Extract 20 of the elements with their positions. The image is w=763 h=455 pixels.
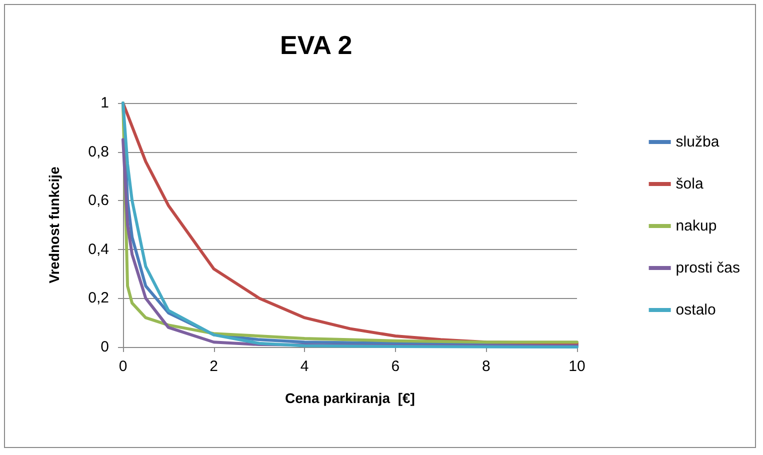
y-tick-label: 0,4 — [88, 240, 109, 258]
legend-label: služba — [676, 134, 720, 150]
y-tick-label: 1 — [100, 94, 109, 112]
x-tick-label: 6 — [391, 358, 400, 375]
x-tick-label: 8 — [482, 358, 490, 375]
legend-label: prosti čas — [676, 260, 740, 276]
y-tick-label: 0 — [100, 338, 109, 356]
x-tick-label: 10 — [568, 358, 586, 375]
x-tick-label: 4 — [300, 358, 309, 375]
x-tick-label: 0 — [118, 358, 128, 375]
y-tick-label: 0,8 — [88, 143, 109, 160]
y-tick-label: 0,6 — [88, 192, 109, 210]
x-tick-label: 2 — [210, 358, 218, 375]
chart-title: EVA 2 — [280, 30, 352, 60]
legend-label: ostalo — [676, 302, 716, 318]
x-axis-title: Cena parkiranja [€] — [285, 390, 415, 406]
legend-label: nakup — [676, 218, 717, 234]
legend-label: šola — [676, 176, 704, 192]
y-tick-label: 0,2 — [88, 290, 109, 307]
y-axis-title: Vrednost funkcije — [46, 166, 62, 284]
